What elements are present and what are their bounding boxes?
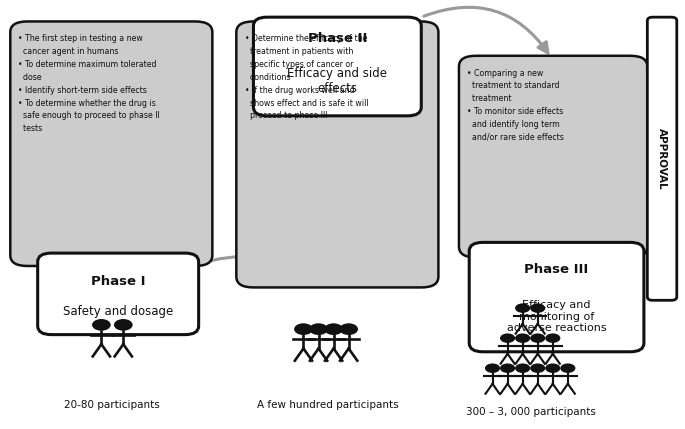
Text: Phase II: Phase II <box>308 32 367 45</box>
Circle shape <box>560 363 575 373</box>
Circle shape <box>515 303 530 313</box>
FancyBboxPatch shape <box>236 21 438 287</box>
Text: • Comparing a new
  treatment to standard
  treatment
• To monitor side effects
: • Comparing a new treatment to standard … <box>467 69 564 142</box>
FancyBboxPatch shape <box>647 17 677 300</box>
FancyBboxPatch shape <box>38 253 199 335</box>
FancyBboxPatch shape <box>459 56 647 257</box>
Circle shape <box>515 363 530 373</box>
Text: 300 – 3, 000 participants: 300 – 3, 000 participants <box>466 407 596 417</box>
FancyBboxPatch shape <box>469 242 644 352</box>
Circle shape <box>530 333 545 343</box>
Text: • The first step in testing a new
  cancer agent in humans
• To determine maximu: • The first step in testing a new cancer… <box>18 34 160 133</box>
FancyBboxPatch shape <box>10 21 212 266</box>
Text: Efficacy and side
effects: Efficacy and side effects <box>288 67 387 95</box>
Circle shape <box>309 323 328 335</box>
Circle shape <box>515 333 530 343</box>
Circle shape <box>92 319 111 331</box>
Circle shape <box>485 363 500 373</box>
FancyBboxPatch shape <box>253 17 421 116</box>
Circle shape <box>500 333 515 343</box>
Circle shape <box>545 363 560 373</box>
Text: • Determine the efficacy of the
  treatment in patients with
  specific types of: • Determine the efficacy of the treatmen… <box>245 34 368 121</box>
Text: A few hundred participants: A few hundred participants <box>257 400 398 411</box>
Circle shape <box>114 319 133 331</box>
Circle shape <box>530 363 545 373</box>
Text: Safety and dosage: Safety and dosage <box>63 305 173 318</box>
Text: Efficacy and
monitoring of
adverse reactions: Efficacy and monitoring of adverse react… <box>507 300 606 333</box>
Circle shape <box>500 363 515 373</box>
Text: Phase III: Phase III <box>525 263 588 276</box>
Text: Phase I: Phase I <box>91 275 145 288</box>
Text: APPROVAL: APPROVAL <box>657 128 667 190</box>
Circle shape <box>294 323 313 335</box>
Circle shape <box>339 323 358 335</box>
Circle shape <box>545 333 560 343</box>
Circle shape <box>530 303 545 313</box>
Circle shape <box>324 323 343 335</box>
Text: 20-80 participants: 20-80 participants <box>64 400 160 411</box>
